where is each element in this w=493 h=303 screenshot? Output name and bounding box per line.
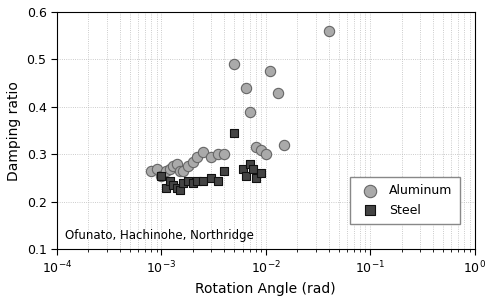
Y-axis label: Damping ratio: Damping ratio — [7, 81, 21, 181]
Aluminum — [178, 169, 186, 174]
Aluminum — [280, 142, 288, 147]
Steel — [199, 178, 207, 183]
Steel — [246, 161, 253, 166]
Steel — [193, 178, 201, 183]
Steel — [189, 181, 197, 185]
Legend: Aluminum, Steel: Aluminum, Steel — [351, 177, 460, 224]
Aluminum — [157, 173, 165, 178]
Aluminum — [257, 147, 265, 152]
Aluminum — [230, 62, 238, 67]
Aluminum — [220, 152, 228, 157]
Aluminum — [246, 109, 253, 114]
Aluminum — [214, 152, 222, 157]
Text: Ofunato, Hachinohe, Northridge: Ofunato, Hachinohe, Northridge — [65, 229, 254, 242]
Aluminum — [184, 164, 192, 169]
Aluminum — [274, 90, 282, 95]
Aluminum — [262, 152, 270, 157]
X-axis label: Rotation Angle (rad): Rotation Angle (rad) — [195, 282, 336, 296]
Steel — [257, 171, 265, 176]
Aluminum — [176, 169, 184, 174]
Steel — [249, 166, 257, 171]
Aluminum — [193, 155, 201, 159]
Steel — [166, 178, 174, 183]
Aluminum — [325, 28, 333, 33]
Aluminum — [166, 166, 174, 171]
Aluminum — [251, 145, 259, 150]
Aluminum — [199, 150, 207, 155]
Steel — [162, 185, 170, 190]
Steel — [157, 173, 165, 178]
Steel — [230, 131, 238, 135]
Steel — [176, 188, 184, 192]
Steel — [220, 169, 228, 174]
Aluminum — [169, 164, 177, 169]
Steel — [251, 176, 259, 181]
Aluminum — [153, 166, 161, 171]
Aluminum — [147, 169, 155, 174]
Steel — [239, 166, 246, 171]
Steel — [184, 178, 192, 183]
Steel — [178, 181, 186, 185]
Aluminum — [242, 85, 250, 90]
Steel — [173, 185, 180, 190]
Aluminum — [173, 161, 180, 166]
Aluminum — [162, 169, 170, 174]
Steel — [207, 176, 215, 181]
Aluminum — [189, 159, 197, 164]
Aluminum — [266, 69, 274, 74]
Steel — [169, 183, 177, 188]
Steel — [242, 173, 250, 178]
Steel — [214, 178, 222, 183]
Aluminum — [207, 155, 215, 159]
